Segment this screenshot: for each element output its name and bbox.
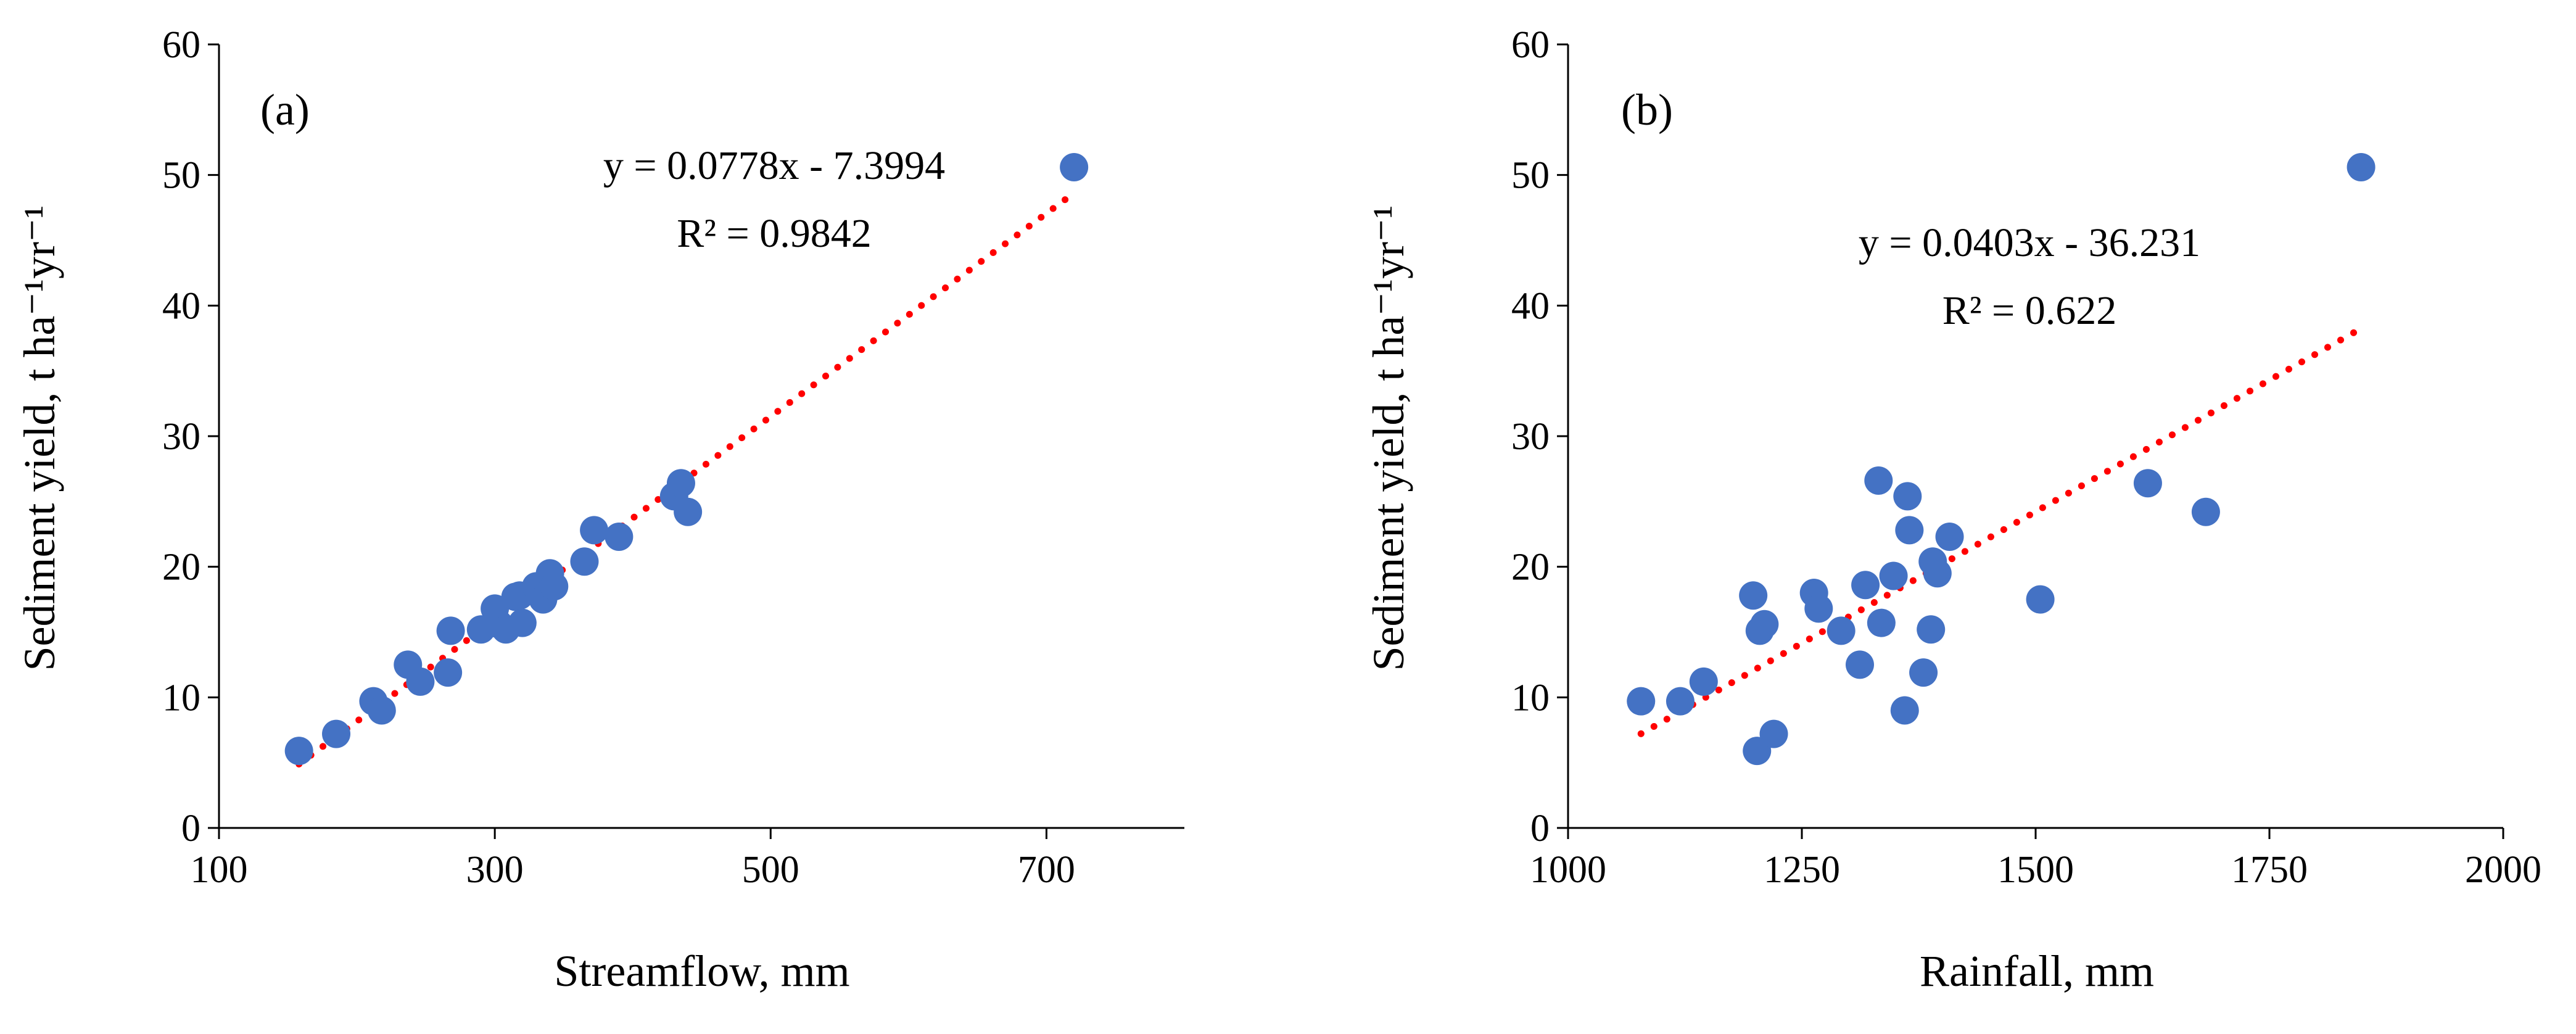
y-axis-ticks: 0 10 20 30 40 50 60 [162,24,219,850]
equation-label: y = 0.0778x - 7.3994 [603,143,945,188]
scatter-points [1627,152,2376,766]
x-tick-label: 700 [1018,849,1075,891]
x-tick-label: 300 [466,849,524,891]
y-tick-label: 30 [1511,416,1550,458]
data-point [580,516,609,545]
data-point [605,522,634,551]
data-point [1804,594,1833,623]
data-point [1909,658,1938,687]
data-point [2347,152,2376,181]
r-squared-label: R² = 0.9842 [677,211,872,256]
data-point [1666,687,1695,716]
r-squared-label: R² = 0.622 [1942,288,2117,333]
y-tick-label: 40 [1511,285,1550,327]
data-point [284,737,313,766]
y-tick-label: 20 [162,547,200,589]
x-tick-label: 2000 [2465,849,2541,891]
data-point [436,616,465,645]
data-point [1893,482,1922,511]
data-point [2191,497,2220,526]
chart-panel-b: 0 10 20 30 40 50 60 1000 1250 1500 1750 2000 (b) y… [1364,24,2541,996]
data-point [1890,696,1919,725]
data-point [434,658,463,687]
data-point [1864,466,1893,495]
data-point [1689,667,1718,696]
data-point [1750,610,1779,639]
x-tick-label: 1750 [2231,849,2308,891]
x-tick-label: 500 [742,849,799,891]
y-tick-label: 40 [162,285,200,327]
data-point [1917,615,1946,644]
data-point [508,608,537,637]
data-point [1759,719,1788,748]
y-tick-label: 60 [1511,24,1550,66]
y-tick-label: 50 [162,155,200,197]
y-tick-label: 0 [1530,808,1550,850]
y-tick-label: 60 [162,24,200,66]
x-axis-title: Streamflow, mm [554,946,849,996]
data-point [1935,522,1964,551]
panel-label: (a) [260,85,310,134]
data-point [666,469,695,498]
y-tick-label: 20 [1511,547,1550,589]
y-tick-label: 30 [162,416,200,458]
y-axis-title: Sediment yield, t ha⁻¹yr⁻¹ [15,205,64,671]
trendline [295,189,1078,767]
panel-label: (b) [1621,85,1673,134]
data-point [570,547,599,576]
data-point [1627,687,1656,716]
x-axis-ticks: 100 300 500 700 [191,828,1075,891]
trendline [1637,326,2362,737]
y-tick-label: 10 [1511,677,1550,719]
data-point [1895,516,1924,545]
y-tick-label: 0 [181,808,200,850]
data-point [1739,581,1768,610]
data-point [540,572,569,601]
y-tick-label: 50 [1511,155,1550,197]
data-point [674,497,703,526]
data-point [1879,561,1908,590]
x-axis-ticks: 1000 1250 1500 1750 2000 [1530,828,2541,891]
data-point [1923,559,1952,588]
equation-label: y = 0.0403x - 36.231 [1859,220,2200,265]
data-point [1845,650,1874,679]
data-point [2133,469,2162,498]
data-point [1827,616,1856,645]
chart-panel-a: 0 10 20 30 40 50 60 100 300 500 700 (a) y = 0.077… [15,24,1184,996]
x-tick-label: 1500 [1997,849,2074,891]
y-tick-label: 10 [162,677,200,719]
data-point [1867,608,1896,637]
scatter-points [284,152,1089,766]
y-axis-title: Sediment yield, t ha⁻¹yr⁻¹ [1364,205,1413,671]
data-point [1851,571,1880,600]
data-point [2026,585,2055,614]
y-axis-ticks: 0 10 20 30 40 50 60 [1511,24,1568,850]
data-point [367,696,396,725]
x-tick-label: 1000 [1530,849,1606,891]
x-tick-label: 100 [191,849,248,891]
x-axis-title: Rainfall, mm [1920,946,2154,996]
data-point [322,719,351,748]
data-point [406,667,435,696]
data-point [1060,152,1089,181]
x-tick-label: 1250 [1764,849,1840,891]
